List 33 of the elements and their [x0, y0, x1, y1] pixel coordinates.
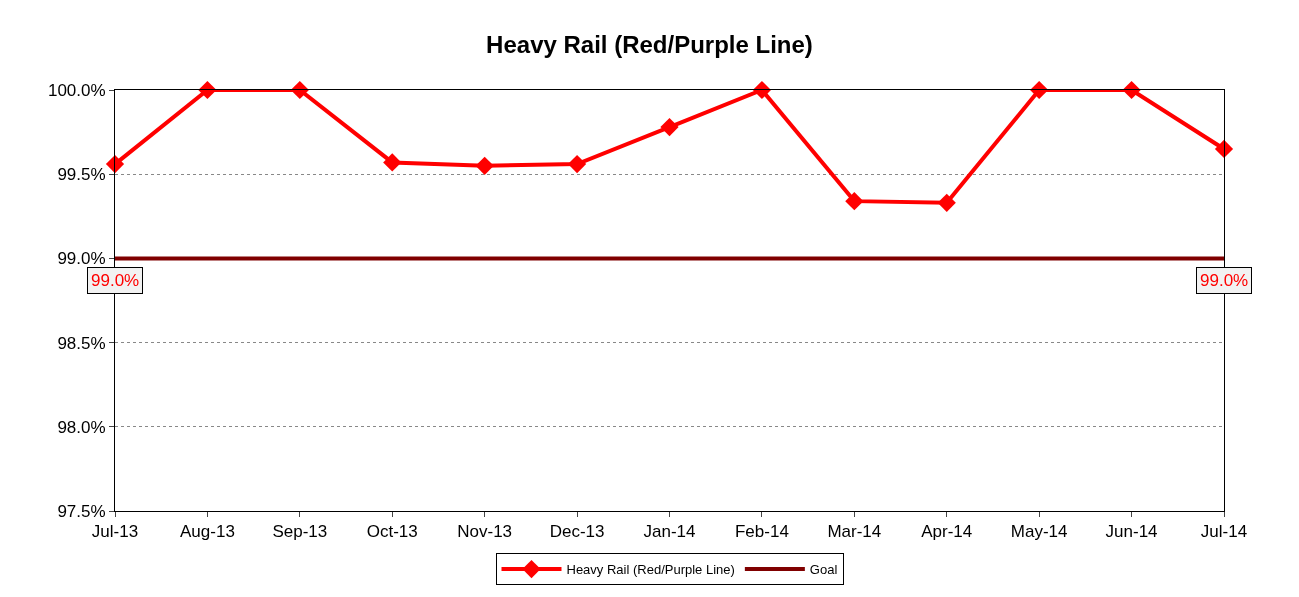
- point: [567, 155, 587, 174]
- chart-title: Heavy Rail (Red/Purple Line): [486, 30, 813, 58]
- point: [845, 192, 864, 211]
- point: [937, 193, 956, 212]
- x-tick-label: Sep-13: [272, 522, 328, 542]
- y-tick-label: 98.0%: [57, 417, 106, 437]
- x-tick-label: Feb-14: [734, 522, 789, 542]
- x-tick-label: Nov-13: [457, 522, 513, 542]
- y-tick-label: 99.0%: [57, 249, 106, 269]
- y-tick-label: 98.5%: [57, 333, 106, 353]
- point: [1214, 139, 1234, 159]
- point: [105, 155, 125, 174]
- x-tick-label: Dec-13: [549, 522, 605, 542]
- point: [752, 80, 772, 100]
- point: [660, 117, 679, 137]
- x-tick-label: Jan-14: [643, 522, 696, 542]
- x-tick-label: Jul-14: [1200, 522, 1248, 542]
- data-label: 99.0%: [91, 271, 140, 290]
- x-tick-label: May-14: [1010, 522, 1068, 542]
- y-tick-label: 97.5%: [57, 501, 106, 521]
- x-tick-label: Jun-14: [1105, 522, 1158, 542]
- data-label: 99.0%: [1200, 271, 1249, 290]
- x-tick-label: Oct-13: [366, 522, 418, 542]
- legend-label: Heavy Rail (Red/Purple Line): [566, 562, 735, 578]
- y-tick-label: 100.0%: [47, 80, 106, 100]
- point: [383, 153, 402, 172]
- x-tick-label: Aug-13: [180, 522, 235, 542]
- point: [475, 156, 494, 175]
- x-tick-label: Mar-14: [827, 522, 882, 542]
- y-tick-label: 99.5%: [57, 165, 106, 185]
- x-tick-label: Apr-14: [921, 522, 973, 542]
- legend-label: Goal: [809, 562, 838, 578]
- x-tick-label: Jul-13: [91, 522, 139, 542]
